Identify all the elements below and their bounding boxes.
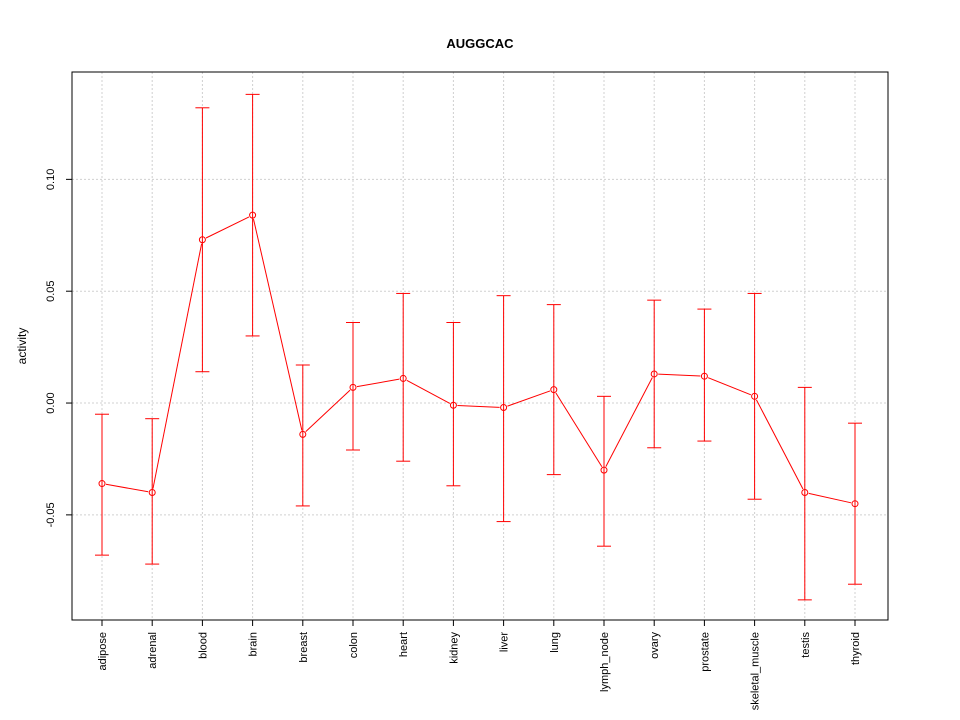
chart-title: AUGGCAC [446, 36, 514, 51]
data-point [600, 466, 608, 474]
series-line-segment [305, 389, 351, 432]
series-line-segment [152, 243, 203, 489]
series-line-segment [406, 379, 451, 404]
series-line-segment [253, 218, 303, 431]
y-tick-label: 0.10 [45, 169, 57, 190]
y-axis: -0.05 0.00 0.05 0.10 [45, 169, 72, 527]
data-point [500, 404, 508, 412]
data-point [349, 383, 357, 391]
x-tick-label: prostate [699, 632, 711, 672]
x-tick-label: ovary [649, 632, 661, 659]
x-tick-label: breast [298, 632, 310, 663]
x-tick-label: brain [248, 632, 260, 656]
series-line-segment [756, 399, 804, 490]
x-tick-label: colon [348, 632, 360, 658]
data-point [299, 430, 307, 438]
x-tick-label: thyroid [850, 632, 862, 665]
series-line-segment [205, 216, 250, 239]
data-point [249, 211, 257, 219]
y-axis-label: activity [15, 328, 29, 365]
series-line-segment [605, 377, 653, 467]
y-tick-label: 0.00 [45, 392, 57, 413]
data-point [449, 401, 457, 409]
series-line-segment [555, 392, 603, 468]
data-point [198, 236, 206, 244]
series-line-segment [457, 404, 500, 408]
data-point [751, 392, 759, 400]
x-axis: adipose adrenal blood brain breast colon heart… [97, 620, 862, 710]
data-point [550, 386, 558, 394]
data-point [148, 489, 156, 497]
data-point [98, 480, 106, 488]
x-tick-label: lymph_node [599, 632, 611, 692]
x-tick-label: lung [549, 632, 561, 653]
x-tick-label: heart [398, 632, 410, 657]
x-tick-label: blood [197, 632, 209, 659]
grid-layer [72, 72, 888, 620]
series-line-segment [507, 390, 551, 407]
series-line-segment [808, 492, 852, 504]
data-point [650, 370, 658, 378]
x-tick-label: liver [499, 632, 511, 653]
data-point [700, 372, 708, 380]
series-line-segment [707, 377, 752, 396]
series-line-segment [356, 378, 400, 388]
data-point [801, 489, 809, 497]
data-point [851, 500, 859, 508]
x-tick-label: testis [800, 632, 812, 658]
series-line-segment [658, 373, 701, 377]
x-tick-label: skeletal_muscle [750, 632, 762, 710]
series-layer [95, 93, 862, 601]
x-tick-label: kidney [448, 632, 460, 664]
x-tick-label: adrenal [147, 632, 159, 669]
plot-frame [71, 71, 889, 621]
series-line-segment [105, 483, 149, 493]
data-point [399, 374, 407, 382]
y-tick-label: 0.05 [45, 280, 57, 301]
y-tick-label: -0.05 [45, 502, 57, 527]
x-tick-label: adipose [97, 632, 109, 671]
